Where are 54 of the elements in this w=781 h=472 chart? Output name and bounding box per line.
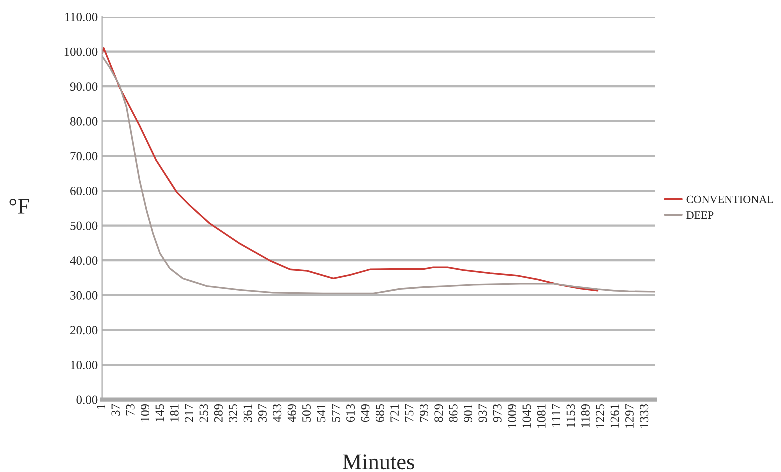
legend-label: DEEP (686, 212, 714, 219)
x-tick-label: 37 (112, 404, 120, 416)
x-tick-label: 1081 (537, 404, 546, 428)
y-tick-label: 40.00 (70, 256, 98, 266)
y-tick-label: 0.00 (76, 396, 98, 404)
x-tick-label: 397 (258, 404, 267, 422)
x-tick-label: 1153 (566, 404, 576, 428)
legend-label: CONVENTIONAL (686, 196, 774, 204)
x-axis-title: Minutes (343, 454, 414, 470)
x-tick-label: 1045 (522, 404, 532, 428)
x-tick-label: 73 (126, 404, 135, 416)
x-tick-label: 433 (273, 404, 282, 422)
x-tick-label: 505 (302, 404, 311, 422)
y-tick-label: 80.00 (70, 117, 98, 126)
x-tick-label: 289 (214, 404, 223, 422)
x-tick-label: 937 (478, 404, 488, 422)
y-tick-label: 50.00 (70, 222, 98, 230)
x-tick-label: 325 (229, 404, 238, 422)
y-tick-label: 60.00 (70, 187, 98, 196)
y-tick-label: 70.00 (70, 152, 98, 161)
x-tick-label: 865 (449, 404, 458, 422)
y-tick-label: 110.00 (65, 13, 98, 22)
x-tick-label: 1261 (610, 404, 620, 428)
x-tick-label: 1333 (640, 404, 649, 428)
x-tick-label: 1297 (626, 404, 634, 428)
x-tick-label: 109 (141, 404, 150, 422)
x-tick-label: 757 (405, 404, 414, 422)
x-tick-label: 145 (156, 404, 164, 422)
x-tick-label: 253 (200, 404, 208, 422)
x-tick-label: 1189 (581, 404, 590, 428)
x-tick-label: 181 (170, 404, 179, 422)
x-tick-label: 361 (244, 404, 252, 422)
x-tick-label: 793 (420, 404, 428, 422)
x-tick-label: 721 (390, 404, 399, 422)
x-tick-label: 469 (288, 404, 296, 422)
x-tick-label: 649 (361, 404, 370, 422)
x-tick-label: 577 (332, 404, 340, 422)
y-tick-label: 30.00 (70, 291, 98, 300)
y-tick-label: 100.00 (64, 48, 98, 56)
x-tick-label: 685 (376, 404, 384, 422)
y-tick-label: 90.00 (70, 82, 98, 92)
x-tick-label: 973 (493, 404, 502, 422)
x-tick-label: 901 (464, 404, 472, 422)
y-axis-title: °F (10, 198, 30, 214)
x-tick-label: 217 (185, 404, 194, 422)
x-tick-label: 829 (434, 404, 444, 422)
x-tick-label: 1117 (552, 404, 560, 427)
y-tick-label: 20.00 (70, 326, 98, 335)
x-tick-label: 1225 (596, 404, 605, 428)
x-tick-label: 541 (317, 404, 326, 422)
x-tick-label: 613 (346, 404, 355, 422)
x-tick-label: 1 (97, 404, 106, 410)
x-tick-label: 1009 (508, 404, 516, 428)
y-tick-label: 10.00 (71, 361, 98, 370)
